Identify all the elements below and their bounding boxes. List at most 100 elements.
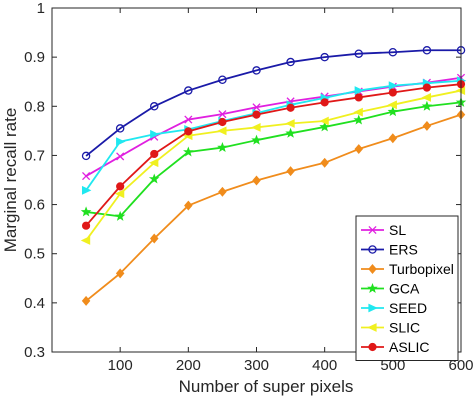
data-point: [421, 93, 432, 102]
x-tick-label: 100: [108, 357, 133, 374]
data-point: [217, 126, 227, 136]
legend-marker: [368, 342, 377, 352]
data-point: [81, 295, 91, 306]
legend-item-ers: ERS: [361, 242, 418, 258]
data-point: [354, 93, 363, 102]
x-tick-label: 400: [312, 357, 337, 374]
data-point: [286, 57, 295, 67]
x-tick-label: 200: [176, 357, 201, 374]
data-point: [319, 116, 329, 126]
legend-label: ASLIC: [389, 339, 429, 355]
data-point: [251, 123, 261, 132]
y-tick-label: 0.4: [24, 295, 45, 312]
data-point: [82, 172, 91, 181]
data-point: [252, 110, 261, 119]
legend-marker: [368, 225, 377, 235]
legend: SL ERS Turbopixel GCA SEED SLIC ASLIC: [355, 215, 459, 361]
data-point: [286, 166, 295, 177]
data-point: [150, 129, 160, 139]
legend-item-aslic: ASLIC: [361, 339, 429, 355]
data-point: [421, 100, 433, 111]
data-point: [114, 189, 125, 199]
legend-label: SEED: [389, 300, 427, 316]
data-point: [150, 149, 159, 159]
data-point: [285, 119, 295, 128]
data-point: [320, 98, 329, 107]
data-point: [319, 121, 330, 132]
data-point: [354, 49, 363, 58]
y-axis-label: Marginal recall rate: [1, 108, 20, 253]
data-point: [252, 66, 261, 75]
legend-item-seed: SEED: [361, 300, 427, 316]
data-point: [80, 236, 91, 245]
data-point: [80, 206, 92, 217]
series-aslic: [81, 80, 466, 230]
series-line: [85, 49, 461, 157]
legend-marker: [367, 323, 377, 332]
data-point: [115, 268, 125, 279]
x-tick-label: 300: [244, 357, 269, 374]
legend-marker: [368, 264, 377, 274]
data-point: [217, 142, 228, 153]
x-tick-label: 500: [380, 357, 405, 374]
legend-item-gca: GCA: [361, 281, 420, 297]
data-point: [184, 115, 193, 124]
y-tick-label: 0.7: [24, 147, 45, 164]
data-point: [354, 86, 365, 95]
data-point: [251, 134, 262, 145]
data-point: [149, 102, 159, 111]
data-point: [388, 47, 398, 57]
plot-area: [80, 46, 467, 306]
x-tick-label: 600: [448, 357, 473, 374]
data-point: [81, 221, 91, 230]
data-point: [387, 106, 399, 117]
series-line: [85, 89, 462, 241]
data-point: [422, 46, 432, 55]
data-point: [320, 52, 329, 62]
data-point: [116, 137, 126, 147]
data-point: [422, 120, 432, 131]
axes: 100 200 300 400 500 600 0.3 0.4 0.5 0.6 0.7 0.8 0.9 1: [24, 0, 473, 374]
data-point: [149, 233, 159, 244]
legend-item-sl: SL: [361, 222, 406, 238]
y-tick-label: 0.5: [24, 246, 45, 263]
data-point: [388, 133, 398, 144]
data-point: [422, 83, 432, 92]
data-point: [218, 186, 227, 197]
data-point: [218, 117, 227, 127]
data-point: [388, 81, 399, 91]
data-point: [388, 88, 397, 97]
legend-label: Turbopixel: [389, 261, 454, 277]
data-point: [353, 114, 365, 125]
y-tick-label: 0.6: [24, 197, 45, 214]
legend-item-slic: SLIC: [361, 320, 420, 336]
data-point: [252, 175, 261, 186]
data-point: [148, 158, 159, 168]
series-turbopixel: [81, 109, 466, 306]
data-point: [218, 75, 227, 84]
data-point: [116, 182, 125, 191]
legend-label: SLIC: [389, 320, 420, 336]
data-point: [114, 210, 126, 221]
data-point: [115, 124, 125, 133]
y-tick-label: 0.9: [24, 49, 45, 66]
y-tick-label: 0.8: [24, 98, 45, 115]
series-gca: [80, 96, 467, 221]
data-point: [387, 100, 397, 110]
x-axis-label: Number of super pixels: [179, 377, 354, 396]
data-point: [81, 151, 91, 161]
data-point: [183, 146, 194, 157]
legend-label: GCA: [389, 281, 420, 297]
data-point: [184, 86, 193, 95]
data-point: [320, 157, 329, 168]
legend-marker: [367, 282, 378, 293]
legend-label: ERS: [389, 242, 418, 258]
legend-item-turbopixel: Turbopixel: [361, 261, 454, 277]
series-line: [85, 79, 462, 191]
series-line: [85, 101, 462, 218]
legend-marker: [368, 303, 378, 313]
series-line: [85, 113, 462, 302]
data-point: [353, 107, 363, 117]
legend-label: SL: [389, 222, 406, 238]
